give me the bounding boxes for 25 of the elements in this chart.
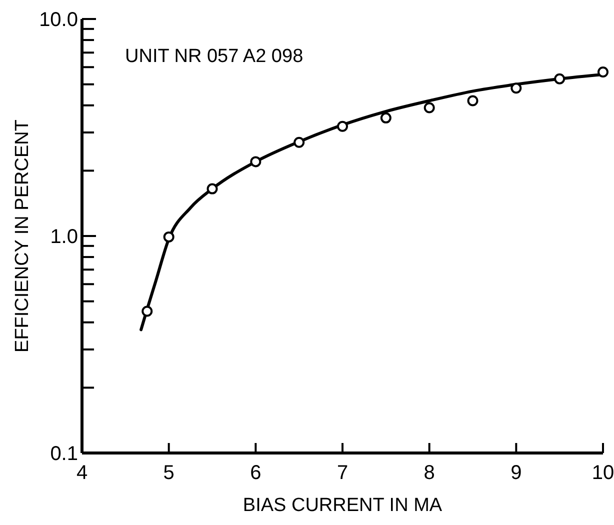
x-axis-title: BIAS CURRENT IN MA [242,495,442,516]
x-tick-label: 6 [250,462,262,484]
x-tick-label: 10 [592,462,614,484]
point [206,183,218,194]
point [142,306,153,317]
x-tick-label: 8 [424,462,435,484]
point [510,82,522,94]
point [337,120,348,132]
point [598,66,608,78]
y-axis-title: EFFICIENCY IN PERCENT [12,119,33,352]
point [250,156,262,168]
point [163,231,174,242]
point [380,112,392,124]
y-tick-label: 1.0 [50,226,78,248]
x-tick-label: 9 [510,462,522,484]
y-tick-label: 10.0 [39,9,78,31]
x-tick-label: 5 [163,462,174,484]
point [294,136,305,148]
annotation: UNIT NR 057 A2 098 [125,46,304,67]
x-tick-label: 7 [336,462,348,484]
point [554,73,566,84]
x-tick-label: 4 [76,462,88,484]
y-tick-label: 0.1 [50,443,78,465]
point [424,102,435,114]
point [467,95,478,106]
